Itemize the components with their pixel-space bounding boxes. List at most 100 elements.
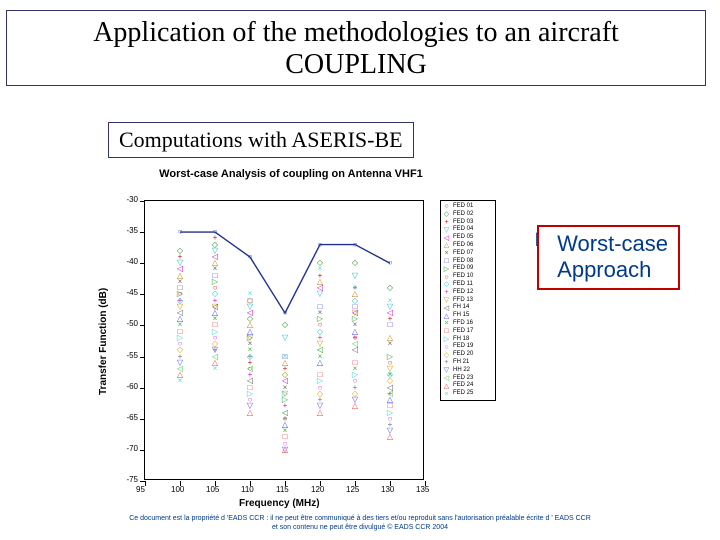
y-tick-label: -40: [126, 257, 138, 266]
legend-item: ×FFD 16: [443, 320, 493, 328]
annotation-box: Worst-case Approach: [537, 225, 680, 290]
legend-marker-icon: ◇: [443, 211, 450, 218]
y-tick-label: -30: [126, 195, 138, 204]
data-marker: ◁: [317, 346, 323, 354]
data-marker: +: [213, 234, 218, 242]
legend-label: FED 19: [453, 343, 473, 351]
data-marker: ◇: [387, 377, 393, 385]
data-marker: ○: [248, 253, 253, 261]
title-box: Application of the methodologies to an a…: [6, 10, 706, 86]
legend-marker-icon: ○: [443, 203, 450, 210]
data-marker: △: [387, 433, 393, 441]
legend-label: FED 07: [453, 250, 473, 258]
legend-item: ◁FH 14: [443, 304, 493, 312]
data-marker: ×: [353, 284, 358, 292]
legend-marker-icon: ×: [443, 391, 450, 398]
legend-marker-icon: ▷: [443, 336, 450, 343]
legend-item: ◁FED 05: [443, 234, 493, 242]
data-marker: +: [353, 384, 358, 392]
x-tick-label: 105: [206, 485, 219, 494]
legend-marker-icon: ◁: [443, 375, 450, 382]
x-tick-label: 100: [171, 485, 184, 494]
data-marker: ×: [213, 365, 218, 373]
x-tick-label: 125: [346, 485, 359, 494]
legend-item: ◇FED 20: [443, 351, 493, 359]
legend-label: FH 21: [453, 359, 469, 367]
data-marker: ○: [178, 228, 183, 236]
legend-marker-icon: +: [443, 289, 450, 296]
legend-label: FED 05: [453, 234, 473, 242]
data-marker: ×: [248, 290, 253, 298]
legend-label: FED 01: [453, 203, 473, 211]
legend-marker-icon: ◇: [443, 281, 450, 288]
legend-item: ◁FED 23: [443, 375, 493, 383]
y-tick-label: -75: [126, 475, 138, 484]
legend-marker-icon: +: [443, 219, 450, 226]
data-marker: ○: [283, 309, 288, 317]
legend-marker-icon: ◇: [443, 352, 450, 359]
x-axis-label: Frequency (MHz): [239, 498, 320, 509]
x-tick-label: 135: [416, 485, 429, 494]
footer-line2: et son contenu ne peut être divulgué © E…: [0, 524, 720, 532]
legend-item: ○FED 19: [443, 343, 493, 351]
chart-container: Worst-case Analysis of coupling on Anten…: [86, 168, 496, 498]
chart-title: Worst-case Analysis of coupling on Anten…: [86, 168, 496, 180]
legend-item: ○FED 10: [443, 273, 493, 281]
y-axis-label: Transfer Function (dB): [98, 288, 109, 395]
data-marker: ◇: [387, 284, 393, 292]
legend-marker-icon: △: [443, 313, 450, 320]
legend-item: +FH 21: [443, 359, 493, 367]
data-marker: ◁: [247, 365, 253, 373]
data-marker: +: [248, 353, 253, 361]
title-line2: COUPLING: [11, 49, 701, 81]
legend-marker-icon: ▽: [443, 227, 450, 234]
legend-marker-icon: ×: [443, 320, 450, 327]
data-marker: ×: [388, 340, 393, 348]
legend-marker-icon: □: [443, 328, 450, 335]
data-marker: ×: [318, 265, 323, 273]
data-marker: △: [352, 402, 358, 410]
legend-item: ▷FH 18: [443, 336, 493, 344]
data-marker: ×: [178, 377, 183, 385]
y-tick-label: -50: [126, 319, 138, 328]
data-marker: ◇: [282, 321, 288, 329]
data-marker: △: [282, 446, 288, 454]
footer: Ce document est la propriété d 'EADS CCR…: [0, 515, 720, 532]
legend-label: FFD 16: [453, 320, 473, 328]
title-line1: Application of the methodologies to an a…: [11, 17, 701, 49]
legend-label: FED 11: [453, 281, 473, 289]
data-marker: △: [247, 328, 253, 336]
x-tick-label: 110: [241, 485, 254, 494]
legend-label: FED 03: [453, 219, 473, 227]
data-marker: ×: [283, 353, 288, 361]
data-marker: ○: [353, 241, 358, 249]
legend-item: ▷FED 09: [443, 265, 493, 273]
data-marker: ◁: [387, 390, 393, 398]
x-tick-label: 115: [276, 485, 289, 494]
legend-marker-icon: +: [443, 359, 450, 366]
legend-label: FED 23: [453, 375, 473, 383]
legend-item: □FED 08: [443, 258, 493, 266]
data-marker: ▷: [282, 390, 288, 398]
legend-label: FED 25: [453, 390, 473, 398]
data-marker: □: [318, 303, 323, 311]
x-tick-label: 95: [136, 485, 145, 494]
legend-marker-icon: ▽: [443, 297, 450, 304]
legend-item: ×FED 07: [443, 250, 493, 258]
legend-label: FED 08: [453, 258, 473, 266]
legend-item: ×FED 25: [443, 390, 493, 398]
chart-legend: ○FED 01◇FED 02+FED 03▽FED 04◁FED 05△FED …: [440, 200, 496, 401]
annotation-line2: Approach: [557, 257, 668, 283]
legend-label: FH 18: [453, 336, 469, 344]
legend-item: △FH 15: [443, 312, 493, 320]
legend-item: ○FED 01: [443, 203, 493, 211]
legend-label: FED 10: [453, 273, 473, 281]
legend-marker-icon: ×: [443, 250, 450, 257]
annotation-line1: Worst-case: [557, 231, 668, 257]
legend-marker-icon: □: [443, 258, 450, 265]
plot-frame: ○○○○○○○◇◇◇◇◇◇◇+++++++▽▽▽▽▽▽▽◁◁◁◁◁◁◁△△△△△…: [86, 182, 496, 512]
legend-label: FED 24: [453, 382, 473, 390]
legend-marker-icon: ○: [443, 344, 450, 351]
legend-label: FED 17: [453, 328, 473, 336]
legend-marker-icon: ○: [443, 274, 450, 281]
